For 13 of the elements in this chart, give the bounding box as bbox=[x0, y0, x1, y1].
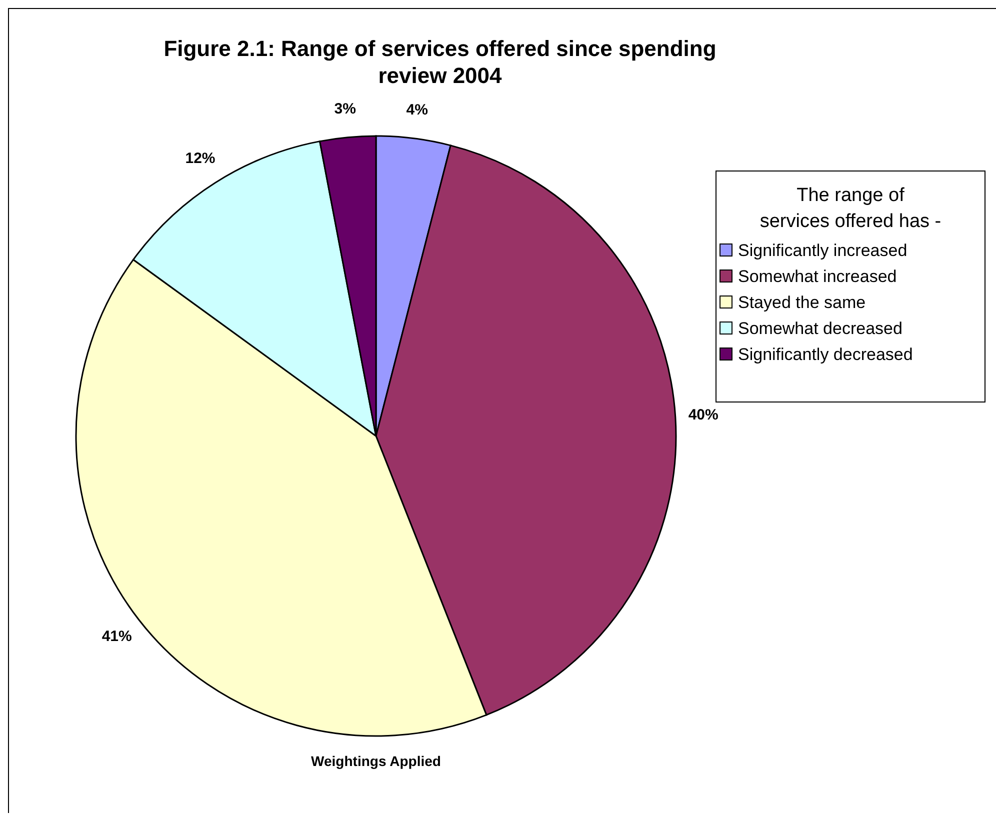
data-label: 4% bbox=[406, 102, 428, 119]
legend-label: Stayed the same bbox=[738, 293, 866, 312]
legend-label: Somewhat increased bbox=[738, 267, 897, 286]
data-label: 40% bbox=[688, 406, 718, 424]
legend-label: Significantly increased bbox=[738, 241, 908, 260]
data-label: 3% bbox=[334, 100, 356, 118]
legend-label: Significantly decreased bbox=[738, 345, 913, 364]
text: Weightings Applied bbox=[311, 753, 441, 769]
legend-label: Somewhat decreased bbox=[738, 319, 902, 338]
chart-title: Figure 2.1: Range of services offered since spending review 2004 bbox=[164, 36, 716, 88]
legend-title: The range of services offered has - bbox=[760, 185, 942, 232]
data-label: 41% bbox=[102, 628, 132, 645]
data-label: 12% bbox=[185, 150, 216, 168]
